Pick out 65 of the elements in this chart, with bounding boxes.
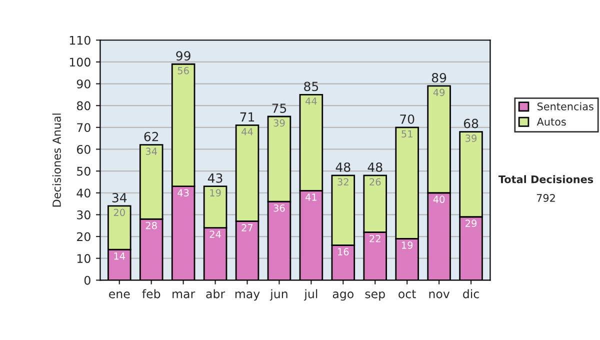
y-tick-label: 60 [76, 144, 90, 154]
total-label: 34 [112, 193, 127, 202]
data-label: 43 [178, 189, 189, 196]
x-tick-label: nov [429, 292, 450, 298]
y-tick-label: 50 [77, 166, 90, 176]
x-tick-label: may [235, 292, 260, 301]
y-tick-label: 100 [70, 58, 90, 67]
data-label: 40 [433, 196, 445, 204]
y-tick-label: 90 [76, 79, 90, 88]
x-tick-label: oct [398, 290, 416, 298]
total-label: 99 [176, 51, 190, 61]
data-label: 19 [402, 241, 413, 249]
data-label: 44 [305, 98, 317, 105]
data-label: 41 [305, 194, 316, 201]
x-tick-label: jul [304, 289, 318, 301]
y-tick-label: 70 [77, 123, 90, 132]
total-label: 48 [336, 162, 350, 172]
x-tick-label: feb [142, 289, 160, 298]
y-tick-label: 80 [76, 101, 90, 110]
data-label: 19 [210, 189, 221, 196]
data-label: 36 [274, 204, 285, 212]
total-label: 68 [464, 118, 478, 128]
text: 792 [536, 194, 555, 202]
x-tick-label: ene [109, 292, 130, 298]
data-label: 28 [146, 222, 157, 230]
data-label: 14 [114, 252, 126, 260]
total-label: 75 [272, 104, 286, 113]
y-tick-label: 110 [70, 36, 90, 45]
y-tick-label: 0 [84, 276, 90, 285]
y-tick-label: 20 [77, 232, 90, 242]
y-tick-label: 10 [77, 254, 90, 263]
legend-label: Sentencias [537, 102, 594, 110]
data-label: 49 [433, 88, 445, 96]
data-label: 34 [146, 148, 157, 156]
total-label: 70 [400, 114, 414, 124]
data-label: 24 [210, 230, 221, 238]
y-tick-label: 40 [76, 188, 90, 198]
total-label: 43 [208, 173, 222, 183]
data-label: 16 [338, 248, 349, 256]
x-tick-label: jun [270, 289, 288, 301]
data-label: 39 [274, 119, 285, 127]
data-label: 26 [370, 178, 381, 186]
data-label: 56 [178, 66, 189, 74]
data-label: 20 [114, 208, 125, 216]
data-label: 32 [338, 178, 348, 186]
text: Total Decisiones [498, 175, 594, 184]
data-label: 22 [370, 234, 380, 242]
data-label: 39 [466, 134, 477, 142]
total-label: 89 [432, 72, 446, 82]
legend-label: Autos [536, 118, 566, 126]
x-tick-label: dic [463, 289, 479, 298]
total-label: 71 [240, 112, 254, 122]
x-tick-label: ago [332, 292, 354, 301]
y-tick-label: 30 [77, 210, 90, 220]
y-axis-title: Decisiones Anual [52, 114, 61, 207]
x-tick-label: mar [172, 292, 196, 298]
total-label: 85 [304, 82, 318, 92]
total-label: 62 [144, 132, 158, 142]
data-label: 27 [242, 224, 253, 232]
x-tick-label: sep [365, 292, 385, 301]
data-label: 44 [242, 128, 253, 136]
data-label: 29 [466, 220, 477, 228]
data-label: 51 [402, 130, 412, 138]
total-label: 48 [368, 162, 382, 172]
x-tick-label: abr [206, 289, 226, 298]
